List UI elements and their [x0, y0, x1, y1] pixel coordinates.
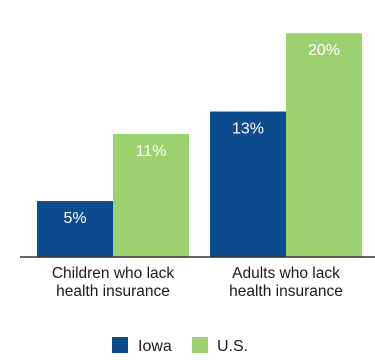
data-label-iowa-1: 13% [232, 121, 264, 138]
data-label-us-1: 20% [308, 42, 340, 59]
bars-group [37, 33, 362, 258]
data-label-iowa-0: 5% [63, 210, 86, 227]
category-label-0-line-1: health insurance [56, 283, 170, 300]
legend: Iowa U.S. [112, 337, 248, 355]
category-label-1-line-1: health insurance [229, 283, 343, 300]
legend-label-us: U.S. [217, 338, 248, 355]
bar-iowa-1 [210, 111, 286, 258]
bar-us-1 [286, 33, 362, 257]
legend-label-iowa: Iowa [138, 338, 172, 355]
legend-swatch-us [192, 337, 208, 353]
category-label-1-line-0: Adults who lack [232, 265, 340, 282]
data-label-us-0: 11% [136, 143, 167, 160]
legend-swatch-iowa [112, 337, 128, 353]
bar-iowa-0 [37, 201, 113, 257]
bar-us-0 [113, 133, 189, 257]
category-label-0-line-0: Children who lack [52, 265, 175, 282]
value-labels-group: 5% 11% 13% 20% [63, 42, 340, 227]
